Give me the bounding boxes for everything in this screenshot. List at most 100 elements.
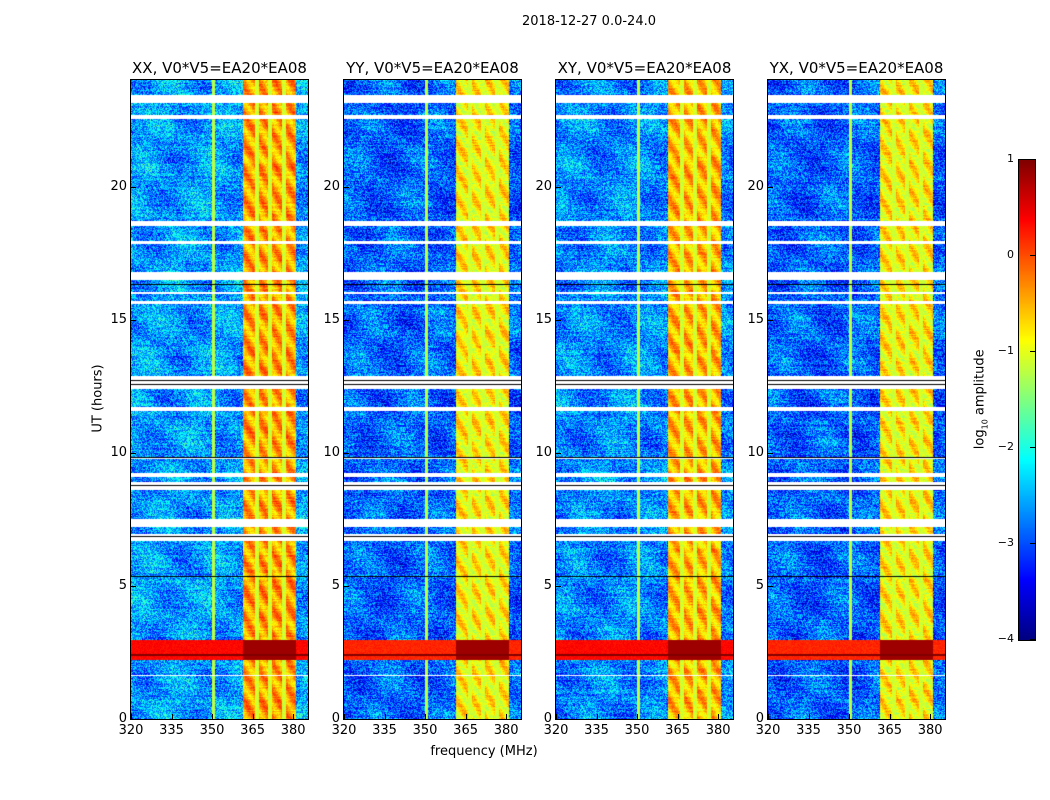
x-tick-label: 365	[453, 723, 478, 738]
colorbar-tick-label: −3	[997, 536, 1014, 549]
panel-2-heatmap	[555, 79, 734, 720]
colorbar-tick-label: −1	[997, 344, 1014, 357]
y-tick-label: 0	[755, 711, 764, 726]
panel-0-heatmap	[130, 79, 309, 720]
x-tick-mark	[465, 714, 467, 719]
x-tick-mark	[384, 714, 386, 719]
y-tick-mark	[556, 186, 561, 188]
y-tick-mark	[131, 319, 136, 321]
x-tick-label: 380	[705, 723, 731, 738]
y-tick-mark	[768, 719, 773, 720]
y-tick-label: 5	[331, 577, 340, 593]
y-tick-label: 5	[755, 577, 764, 593]
y-tick-mark	[131, 719, 136, 720]
x-tick-label: 335	[159, 723, 184, 738]
x-tick-mark	[768, 714, 769, 719]
x-tick-label: 365	[665, 723, 690, 738]
x-tick-label: 320	[331, 723, 357, 738]
x-tick-mark	[849, 714, 851, 719]
colorbar-tick-mark	[1030, 639, 1035, 640]
x-tick-label: 350	[199, 723, 225, 738]
x-tick-label: 350	[412, 723, 438, 738]
x-tick-label: 350	[624, 723, 650, 738]
y-tick-mark	[344, 186, 349, 188]
x-tick-label: 320	[543, 723, 569, 738]
heatmap-image	[344, 80, 521, 719]
x-tick-mark	[131, 714, 132, 719]
x-tick-mark	[930, 714, 932, 719]
y-tick-mark	[344, 452, 349, 454]
x-tick-label: 335	[796, 723, 821, 738]
panel-title: YX, V0*V5=EA20*EA08	[769, 59, 944, 77]
x-tick-label: 380	[280, 723, 306, 738]
x-tick-label: 335	[584, 723, 609, 738]
y-tick-mark	[131, 585, 136, 587]
y-tick-mark	[344, 585, 349, 587]
y-tick-mark	[131, 186, 136, 188]
colorbar-gradient	[1019, 160, 1035, 640]
x-tick-label: 335	[372, 723, 397, 738]
panel-title: YY, V0*V5=EA20*EA08	[346, 59, 519, 77]
y-tick-label: 0	[118, 711, 127, 726]
y-tick-mark	[768, 186, 773, 188]
y-tick-label: 0	[543, 711, 552, 726]
y-tick-mark	[556, 452, 561, 454]
y-tick-label: 0	[331, 711, 340, 726]
y-tick-label: 15	[323, 311, 340, 327]
x-tick-mark	[212, 714, 214, 719]
y-tick-mark	[556, 585, 561, 587]
y-tick-label: 5	[543, 577, 552, 593]
colorbar-tick-label: −4	[997, 632, 1014, 645]
y-tick-label: 15	[747, 311, 764, 327]
x-tick-mark	[344, 714, 345, 719]
x-tick-mark	[556, 714, 557, 719]
y-tick-mark	[768, 319, 773, 321]
colorbar-tick-mark	[1030, 447, 1035, 448]
colorbar-tick-label: 0	[1007, 248, 1014, 261]
colorbar-tick-mark	[1030, 255, 1035, 256]
y-tick-label: 10	[535, 444, 552, 460]
y-tick-label: 10	[110, 444, 127, 460]
x-tick-label: 320	[118, 723, 144, 738]
heatmap-image	[131, 80, 308, 719]
y-tick-label: 15	[535, 311, 552, 327]
y-tick-mark	[556, 319, 561, 321]
x-tick-mark	[425, 714, 427, 719]
x-tick-mark	[808, 714, 810, 719]
y-tick-label: 20	[110, 178, 127, 194]
heatmap-image	[556, 80, 733, 719]
x-tick-label: 380	[917, 723, 943, 738]
y-tick-label: 5	[118, 577, 127, 593]
colorbar-tick-label: 1	[1007, 152, 1014, 165]
y-tick-label: 20	[747, 178, 764, 194]
panel-title: XX, V0*V5=EA20*EA08	[132, 59, 307, 77]
colorbar-tick-mark	[1030, 159, 1035, 160]
y-tick-mark	[344, 319, 349, 321]
y-tick-label: 20	[323, 178, 340, 194]
x-tick-label: 350	[836, 723, 862, 738]
x-tick-mark	[718, 714, 720, 719]
colorbar-tick-label: −2	[997, 440, 1014, 453]
colorbar-tick-mark	[1030, 543, 1035, 544]
y-tick-mark	[768, 585, 773, 587]
x-tick-mark	[889, 714, 891, 719]
x-tick-label: 380	[493, 723, 519, 738]
figure-title: 2018-12-27 0.0-24.0	[522, 14, 656, 29]
y-tick-label: 15	[110, 311, 127, 327]
x-tick-mark	[252, 714, 254, 719]
panel-1-heatmap	[343, 79, 522, 720]
x-tick-label: 365	[240, 723, 265, 738]
y-tick-mark	[556, 719, 561, 720]
y-tick-mark	[131, 452, 136, 454]
x-axis-label: frequency (MHz)	[430, 744, 538, 759]
x-tick-mark	[596, 714, 598, 719]
x-tick-mark	[293, 714, 295, 719]
y-tick-label: 10	[747, 444, 764, 460]
x-tick-mark	[506, 714, 508, 719]
x-tick-label: 320	[755, 723, 781, 738]
y-tick-label: 20	[535, 178, 552, 194]
panel-title: XY, V0*V5=EA20*EA08	[557, 59, 732, 77]
y-axis-label: UT (hours)	[90, 364, 106, 433]
y-tick-mark	[344, 719, 349, 720]
